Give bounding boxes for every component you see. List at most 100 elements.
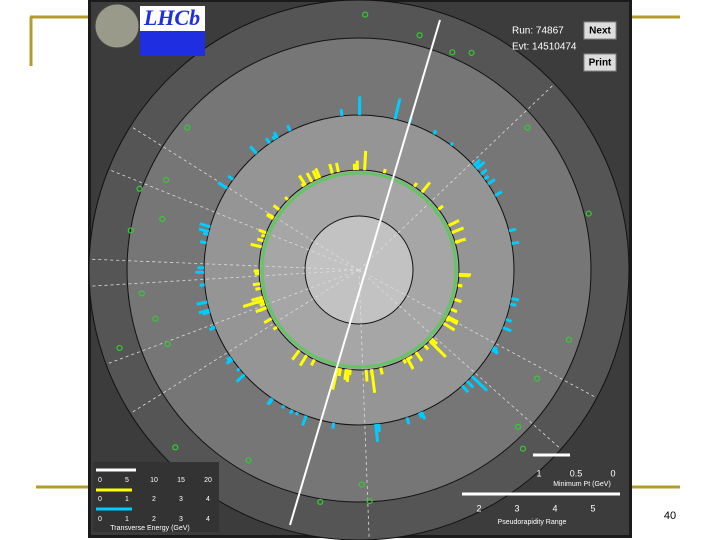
- energy-tick-label: 5: [125, 477, 129, 484]
- dashed-track: [130, 125, 360, 271]
- track-ring: [260, 171, 458, 369]
- cyan-deposit: [374, 423, 380, 442]
- yellow-deposit: [263, 317, 273, 325]
- yellow-deposit: [252, 282, 261, 287]
- cyan-deposit: [449, 141, 455, 147]
- energy-legend: [93, 462, 219, 532]
- dashed-track: [358, 269, 597, 399]
- muon-hit: [514, 423, 522, 430]
- cyan-deposit: [505, 318, 513, 323]
- yellow-deposit: [343, 368, 348, 380]
- yellow-deposit: [251, 295, 264, 302]
- energy-tick-label: 4: [206, 516, 210, 523]
- cyan-deposit: [198, 227, 210, 233]
- cyan-deposit: [377, 423, 382, 432]
- next-button[interactable]: [583, 21, 617, 40]
- cyan-deposit: [272, 131, 279, 139]
- cyan-deposit: [461, 384, 470, 394]
- muon-hit: [362, 11, 369, 18]
- muon-hit: [127, 227, 134, 234]
- muon-hit: [184, 124, 191, 131]
- yellow-deposit: [430, 337, 438, 346]
- yellow-deposit: [298, 354, 308, 367]
- cyan-deposit: [432, 129, 438, 136]
- energy-tick-label: 1: [125, 516, 129, 523]
- energy-tick-label: 0: [98, 496, 102, 503]
- muon-hit: [164, 340, 171, 348]
- muon-hit: [317, 498, 324, 506]
- cyan-deposit: [511, 297, 520, 302]
- muon-hit: [116, 344, 123, 352]
- dashed-track: [105, 269, 360, 365]
- jet-axis: [289, 19, 441, 526]
- next-label[interactable]: Next: [589, 26, 611, 37]
- energy-tick-label: 15: [177, 477, 185, 484]
- cyan-deposit: [198, 308, 210, 315]
- energy-tick-label: 2: [152, 496, 156, 503]
- yellow-deposit: [442, 322, 456, 332]
- yellow-deposit: [382, 168, 387, 174]
- eta-tick-label: 2: [476, 503, 481, 513]
- cyan-deposit: [280, 404, 286, 410]
- yellow-deposit: [437, 204, 444, 211]
- print-label[interactable]: Print: [589, 58, 612, 69]
- energy-tick-label: 1: [125, 496, 129, 503]
- yellow-deposit: [457, 283, 463, 288]
- yellow-deposit: [255, 286, 261, 291]
- slide-number: 40: [664, 510, 676, 522]
- cyan-deposit: [226, 355, 232, 362]
- cyan-deposit: [202, 310, 211, 316]
- yellow-deposit: [414, 351, 424, 362]
- yellow-deposit: [266, 212, 275, 220]
- eta-tick-label: 3: [514, 503, 519, 513]
- yellow-deposit: [298, 174, 307, 187]
- dashed-track: [358, 269, 370, 540]
- logo-text: LHCb: [143, 5, 200, 30]
- energy-tick-label: 3: [179, 496, 183, 503]
- yellow-deposit: [314, 167, 322, 179]
- cyan-deposit: [509, 302, 517, 307]
- yellow-deposit: [408, 355, 413, 360]
- energy-tick-label: 0: [98, 516, 102, 523]
- cyan-deposit: [249, 145, 258, 155]
- cyan-deposit: [417, 412, 423, 419]
- cyan-deposit: [491, 348, 499, 355]
- cyan-deposit: [483, 174, 490, 181]
- cyan-deposit: [225, 358, 234, 365]
- cyan-deposit: [472, 158, 482, 167]
- pt-tick-label: 0: [610, 468, 615, 478]
- cyan-deposit: [405, 416, 411, 425]
- muon-hit: [152, 315, 159, 322]
- yellow-deposit: [402, 358, 407, 364]
- yellow-deposit: [284, 195, 289, 201]
- muon-hit: [162, 176, 170, 184]
- muon-hit: [245, 457, 252, 464]
- pt-label: Minimum Pt (GeV): [553, 481, 611, 488]
- muon-hit: [524, 124, 531, 131]
- yellow-deposit: [406, 356, 411, 361]
- run-number: Run: 74867: [512, 26, 564, 37]
- yellow-deposit: [345, 369, 350, 377]
- eta-tick-label: 4: [552, 503, 557, 513]
- yellow-deposit: [364, 369, 369, 382]
- cyan-deposit: [294, 411, 299, 416]
- cyan-deposit: [420, 411, 427, 420]
- cyan-deposit: [492, 345, 498, 351]
- yellow-deposit: [250, 242, 263, 249]
- cyan-deposit: [502, 326, 512, 333]
- cyan-deposit: [264, 137, 271, 145]
- print-button[interactable]: [583, 53, 617, 72]
- cyan-deposit: [199, 222, 211, 229]
- energy-label: Transverse Energy (GeV): [110, 525, 190, 532]
- cyan-deposit: [210, 325, 216, 330]
- pt-tick-label: 1: [536, 468, 541, 478]
- yellow-deposit: [300, 182, 306, 188]
- yellow-deposit: [256, 237, 264, 243]
- cyan-deposit: [217, 181, 229, 190]
- cyan-deposit: [199, 240, 207, 245]
- pt-tick-label: 0.5: [570, 468, 583, 478]
- logo-reflection: [140, 31, 205, 56]
- energy-tick-label: 10: [150, 477, 158, 484]
- dashed-track: [89, 258, 360, 271]
- yellow-deposit: [428, 339, 447, 358]
